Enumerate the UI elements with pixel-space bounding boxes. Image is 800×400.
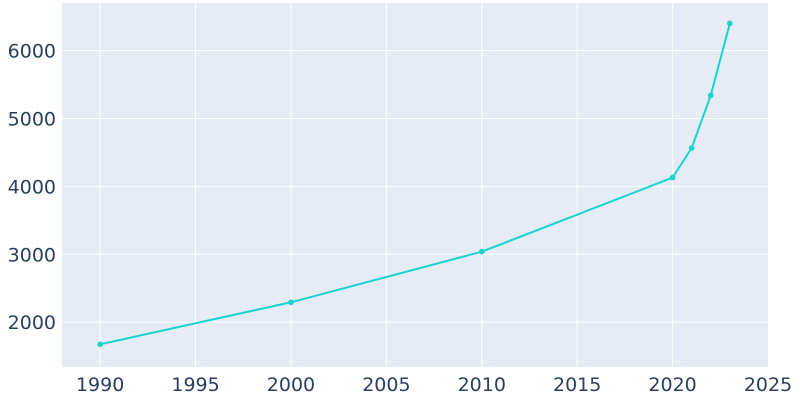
x-tick-label-1990: 1990 (76, 374, 124, 396)
x-tick-label-2010: 2010 (458, 374, 506, 396)
data-point-2020 (669, 174, 676, 181)
plot-area (62, 3, 768, 367)
x-tick-label-1995: 1995 (171, 374, 219, 396)
x-tick-label-2025: 2025 (744, 374, 792, 396)
x-axis-ticks: 1990 1995 2000 2005 2010 2015 2020 2025 (76, 374, 792, 396)
y-tick-label-3000: 3000 (8, 244, 56, 266)
data-point-2021 (688, 145, 695, 151)
y-tick-label-2000: 2000 (8, 312, 56, 334)
data-point-1990 (97, 341, 103, 348)
x-tick-label-2005: 2005 (362, 374, 410, 396)
data-point-2010 (478, 248, 485, 255)
y-tick-label-5000: 5000 (8, 108, 56, 130)
y-tick-label-4000: 4000 (8, 176, 56, 198)
y-gridlines (62, 50, 768, 323)
y-axis-ticks: 2000 3000 4000 5000 6000 (8, 41, 56, 335)
data-point-2023 (727, 20, 733, 27)
x-tick-label-2020: 2020 (648, 374, 696, 396)
x-gridlines (99, 3, 674, 367)
data-point-2022 (707, 92, 714, 99)
x-tick-label-2015: 2015 (553, 374, 601, 396)
y-tick-label-6000: 6000 (8, 41, 56, 63)
x-tick-label-2000: 2000 (267, 374, 315, 396)
series-layer (97, 20, 733, 348)
data-point-2000 (288, 299, 294, 306)
